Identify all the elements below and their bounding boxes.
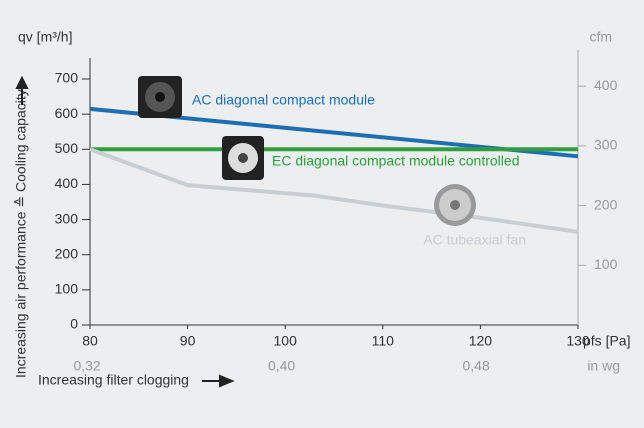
y2-label: cfm [589, 29, 612, 45]
series-label: EC diagonal compact module controlled [272, 153, 519, 169]
y2-tick-label: 400 [594, 77, 618, 93]
fan-icon-tubeaxial [434, 184, 476, 226]
x-axis-title: Increasing filter clogging [38, 372, 189, 388]
y-arrow [15, 75, 29, 105]
y-tick-label: 0 [70, 316, 78, 332]
x2-tick-label: 0,48 [462, 358, 489, 374]
x2-label: in wg [587, 358, 620, 374]
x2-tick-label: 0,40 [268, 358, 295, 374]
series-line [89, 147, 579, 234]
y-tick-label: 100 [55, 281, 79, 297]
fan-icon-ac-diagonal [138, 76, 182, 118]
y-label: qv [m³/h] [18, 29, 72, 45]
x-label: pfs [Pa] [583, 333, 630, 349]
x-tick-label: 110 [372, 333, 395, 349]
x-arrow [202, 374, 235, 388]
x-tick-label: 100 [274, 333, 298, 349]
series-label: AC diagonal compact module [192, 92, 375, 108]
fan-icon-ec-diagonal [222, 136, 264, 180]
x-tick-label: 80 [82, 333, 98, 349]
series-label: AC tubeaxial fan [423, 232, 526, 248]
y-tick-label: 500 [55, 140, 79, 156]
x2-tick-label: 0,32 [73, 358, 100, 374]
y-tick-label: 700 [55, 70, 79, 86]
y2-tick-label: 200 [594, 196, 618, 212]
y2-tick-label: 300 [594, 137, 618, 153]
x-tick-label: 120 [469, 333, 493, 349]
x-tick-label: 90 [180, 333, 196, 349]
y-tick-label: 600 [55, 105, 79, 121]
y-axis-title: Increasing air performance ≙ Cooling cap… [13, 89, 29, 378]
y2-tick-label: 100 [594, 256, 618, 272]
y-tick-label: 200 [55, 245, 79, 261]
x-tick-label: 130 [566, 333, 590, 349]
y-tick-label: 400 [55, 175, 79, 191]
y-tick-label: 300 [55, 210, 79, 226]
